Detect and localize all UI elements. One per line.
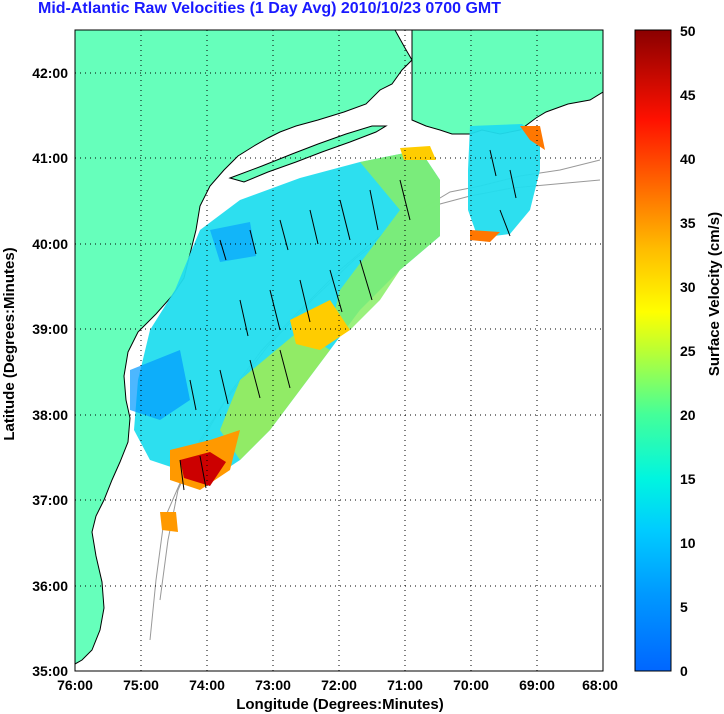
colorbar: 0 5 10 15 20 25 30 35 40 45 50 Surface V… xyxy=(634,23,723,679)
x-tick: 69:00 xyxy=(519,677,555,693)
colorbar-tick: 5 xyxy=(680,599,688,615)
y-axis-label: Latitude (Degrees:Minutes) xyxy=(1,247,18,440)
y-tick: 39:00 xyxy=(32,321,68,337)
colorbar-tick: 30 xyxy=(680,279,696,295)
y-tick: 38:00 xyxy=(32,407,68,423)
map-title: Mid-Atlantic Raw Velocities (1 Day Avg) … xyxy=(38,0,501,17)
y-tick: 36:00 xyxy=(32,578,68,594)
y-tick: 37:00 xyxy=(32,492,68,508)
colorbar-label: Surface Velocity (cm/s) xyxy=(706,212,723,376)
x-tick: 73:00 xyxy=(255,677,291,693)
colorbar-tick: 40 xyxy=(680,151,696,167)
y-tick: 41:00 xyxy=(32,150,68,166)
x-tick: 71:00 xyxy=(387,677,423,693)
x-tick: 70:00 xyxy=(453,677,489,693)
x-tick: 76:00 xyxy=(57,677,93,693)
y-tick: 42:00 xyxy=(32,65,68,81)
colorbar-tick: 35 xyxy=(680,215,696,231)
colorbar-tick: 25 xyxy=(680,343,696,359)
x-tick: 74:00 xyxy=(189,677,225,693)
colorbar-tick: 20 xyxy=(680,407,696,423)
map-plot-area xyxy=(74,29,604,672)
x-tick: 68:00 xyxy=(582,677,618,693)
colorbar-tick: 10 xyxy=(680,535,696,551)
colorbar-tick: 50 xyxy=(680,23,696,39)
colorbar-tick: 0 xyxy=(680,663,688,679)
map-grid xyxy=(75,30,603,671)
x-axis-ticks: 76:00 75:00 74:00 73:00 72:00 71:00 70:0… xyxy=(57,677,618,693)
velocity-field xyxy=(130,124,545,532)
colorbar-tick: 45 xyxy=(680,87,696,103)
x-axis-label: Longitude (Degrees:Minutes) xyxy=(236,696,444,713)
x-tick: 72:00 xyxy=(321,677,357,693)
y-axis-ticks: 35:00 36:00 37:00 38:00 39:00 40:00 41:0… xyxy=(32,65,68,679)
y-tick: 40:00 xyxy=(32,236,68,252)
colorbar-gradient xyxy=(634,29,672,672)
x-tick: 75:00 xyxy=(123,677,159,693)
colorbar-ticks: 0 5 10 15 20 25 30 35 40 45 50 xyxy=(680,23,696,679)
y-tick: 35:00 xyxy=(32,663,68,679)
velocity-vectors xyxy=(179,149,517,491)
colorbar-tick: 15 xyxy=(680,471,696,487)
